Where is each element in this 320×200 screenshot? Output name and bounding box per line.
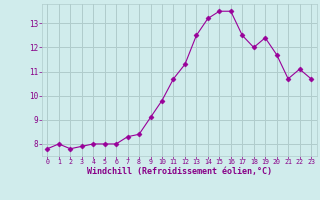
X-axis label: Windchill (Refroidissement éolien,°C): Windchill (Refroidissement éolien,°C) [87,167,272,176]
